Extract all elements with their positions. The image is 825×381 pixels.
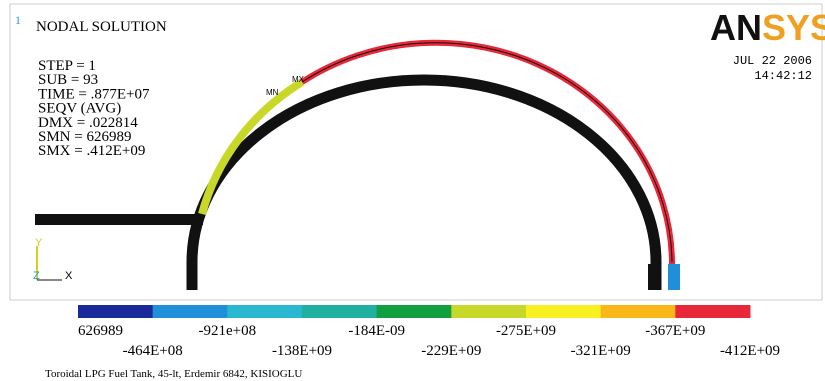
legend-label: -921e+08 xyxy=(199,323,257,339)
legend-label: -412E+09 xyxy=(720,343,780,359)
axis-y: Y xyxy=(35,237,43,249)
info-line: SMX = .412E+09 xyxy=(38,143,145,159)
legend-band xyxy=(451,305,526,318)
marker: MX xyxy=(292,75,305,84)
legend-band xyxy=(227,305,302,318)
legend-band xyxy=(675,305,750,318)
legend-label: -367E+09 xyxy=(645,323,705,339)
footer: Toroidal LPG Fuel Tank, 45-lt, Erdemir 6… xyxy=(45,368,302,380)
flange xyxy=(35,214,203,225)
window-number: 1 xyxy=(15,13,21,27)
legend-label: -229E+09 xyxy=(421,343,481,359)
title: NODAL SOLUTION xyxy=(36,19,167,35)
logo: ANSYS xyxy=(710,7,825,48)
foot xyxy=(648,264,660,290)
legend-label: -184E-09 xyxy=(348,323,405,339)
legend-label: 626989 xyxy=(78,323,123,339)
legend-band xyxy=(377,305,452,318)
legend-label: -321E+09 xyxy=(571,343,631,359)
axis-z: Z xyxy=(33,270,40,282)
foot-contour xyxy=(668,264,680,290)
marker: MN xyxy=(266,88,279,97)
screen: 1 NODAL SOLUTION ANSYS JUL 22 2006 14:42… xyxy=(0,0,825,381)
time: 14:42:12 xyxy=(754,69,812,83)
date: JUL 22 2006 xyxy=(733,54,812,68)
legend-band xyxy=(526,305,601,318)
legend-band xyxy=(601,305,676,318)
legend-label: -138E+09 xyxy=(272,343,332,359)
legend-band xyxy=(153,305,228,318)
legend-label: -275E+09 xyxy=(496,323,556,339)
legend-band xyxy=(302,305,377,318)
axis-x: X xyxy=(65,270,73,282)
legend-label: -464E+08 xyxy=(123,343,183,359)
legend-band xyxy=(78,305,153,318)
